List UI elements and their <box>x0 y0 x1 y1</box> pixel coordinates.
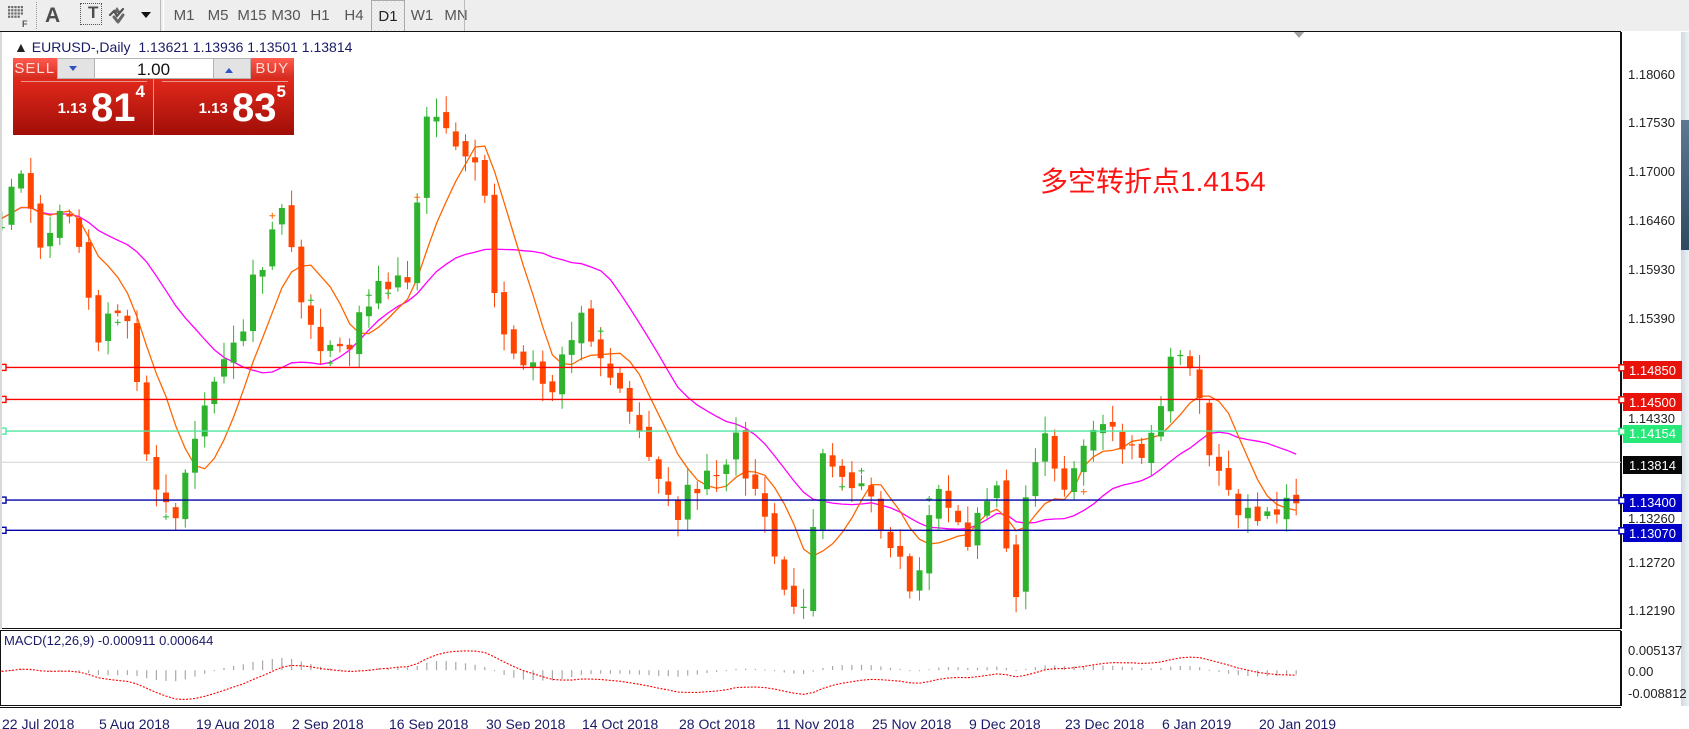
svg-text:F: F <box>22 19 28 28</box>
